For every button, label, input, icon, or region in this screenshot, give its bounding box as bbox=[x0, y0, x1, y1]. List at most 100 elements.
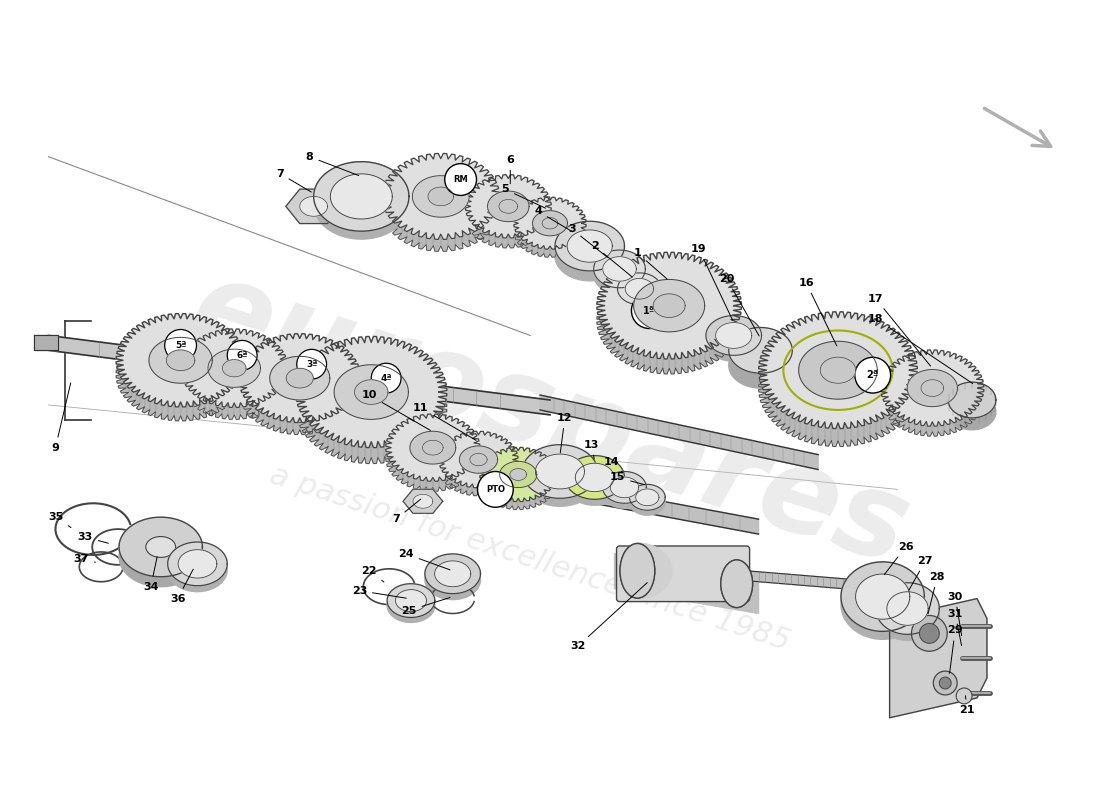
Polygon shape bbox=[34, 335, 58, 350]
Text: 4: 4 bbox=[535, 206, 572, 232]
Polygon shape bbox=[470, 454, 487, 466]
Polygon shape bbox=[396, 452, 759, 534]
Polygon shape bbox=[634, 279, 705, 332]
Polygon shape bbox=[300, 197, 328, 216]
Polygon shape bbox=[706, 315, 761, 355]
Polygon shape bbox=[314, 170, 409, 239]
Text: 12: 12 bbox=[557, 413, 573, 453]
Polygon shape bbox=[637, 543, 672, 598]
Polygon shape bbox=[729, 327, 792, 373]
Circle shape bbox=[228, 341, 257, 370]
Text: 34: 34 bbox=[143, 557, 158, 592]
Polygon shape bbox=[716, 322, 751, 348]
Polygon shape bbox=[876, 589, 939, 640]
Text: 1ª: 1ª bbox=[644, 306, 656, 316]
Polygon shape bbox=[597, 252, 741, 359]
Polygon shape bbox=[382, 166, 499, 251]
Text: 29: 29 bbox=[947, 626, 962, 674]
Polygon shape bbox=[799, 342, 878, 399]
Polygon shape bbox=[434, 561, 471, 586]
Polygon shape bbox=[629, 485, 666, 510]
Polygon shape bbox=[48, 335, 550, 415]
Ellipse shape bbox=[620, 543, 654, 598]
Polygon shape bbox=[167, 542, 228, 586]
Polygon shape bbox=[617, 273, 661, 305]
Circle shape bbox=[297, 350, 327, 379]
Polygon shape bbox=[948, 394, 996, 430]
Polygon shape bbox=[208, 349, 261, 387]
Polygon shape bbox=[887, 592, 928, 626]
Polygon shape bbox=[117, 314, 245, 407]
Text: 21: 21 bbox=[959, 696, 975, 715]
Text: 17: 17 bbox=[868, 294, 931, 366]
Polygon shape bbox=[422, 440, 443, 455]
Text: 3ª: 3ª bbox=[306, 360, 318, 369]
Text: 4ª: 4ª bbox=[381, 374, 392, 382]
Text: 25: 25 bbox=[402, 598, 450, 615]
Polygon shape bbox=[354, 380, 388, 404]
Polygon shape bbox=[222, 360, 246, 377]
Polygon shape bbox=[487, 191, 529, 222]
Polygon shape bbox=[286, 189, 341, 223]
Polygon shape bbox=[747, 571, 868, 590]
Polygon shape bbox=[180, 341, 288, 419]
Polygon shape bbox=[510, 469, 527, 480]
Text: 16: 16 bbox=[799, 278, 837, 346]
Polygon shape bbox=[514, 198, 586, 250]
Ellipse shape bbox=[146, 537, 176, 558]
Polygon shape bbox=[439, 431, 518, 488]
Text: 7: 7 bbox=[276, 169, 311, 192]
Polygon shape bbox=[425, 560, 481, 600]
Text: 24: 24 bbox=[398, 549, 450, 570]
Polygon shape bbox=[597, 267, 741, 374]
Circle shape bbox=[920, 623, 939, 643]
Polygon shape bbox=[610, 477, 639, 498]
Text: 2ª: 2ª bbox=[867, 370, 879, 380]
Polygon shape bbox=[603, 471, 647, 503]
Text: 33: 33 bbox=[78, 532, 109, 543]
Polygon shape bbox=[386, 414, 480, 482]
Polygon shape bbox=[629, 490, 666, 515]
Text: 20: 20 bbox=[719, 274, 759, 336]
Polygon shape bbox=[334, 365, 408, 419]
Polygon shape bbox=[542, 218, 558, 229]
Polygon shape bbox=[617, 278, 661, 310]
Ellipse shape bbox=[720, 560, 752, 607]
Polygon shape bbox=[296, 352, 447, 463]
Polygon shape bbox=[386, 424, 480, 491]
Polygon shape bbox=[286, 368, 313, 388]
Polygon shape bbox=[532, 210, 568, 236]
Polygon shape bbox=[948, 382, 996, 418]
Text: 10: 10 bbox=[362, 390, 430, 430]
Polygon shape bbox=[480, 455, 557, 510]
Text: 26: 26 bbox=[884, 542, 913, 574]
Polygon shape bbox=[556, 231, 625, 281]
Polygon shape bbox=[499, 462, 537, 487]
Text: 7: 7 bbox=[393, 499, 420, 524]
Polygon shape bbox=[890, 598, 987, 718]
Polygon shape bbox=[575, 463, 614, 492]
Polygon shape bbox=[729, 342, 792, 388]
Polygon shape bbox=[540, 395, 818, 470]
Polygon shape bbox=[425, 554, 481, 594]
Polygon shape bbox=[759, 330, 917, 446]
Polygon shape bbox=[387, 589, 434, 622]
Text: 9: 9 bbox=[52, 383, 70, 453]
Polygon shape bbox=[565, 456, 625, 499]
Text: 35: 35 bbox=[47, 512, 72, 527]
Text: 5: 5 bbox=[502, 185, 546, 208]
Polygon shape bbox=[759, 312, 917, 429]
Polygon shape bbox=[876, 582, 939, 634]
Text: 15: 15 bbox=[609, 473, 645, 485]
Polygon shape bbox=[148, 338, 212, 383]
Polygon shape bbox=[908, 370, 957, 406]
Polygon shape bbox=[239, 334, 361, 422]
Text: 14: 14 bbox=[604, 457, 623, 473]
Circle shape bbox=[956, 688, 972, 704]
Polygon shape bbox=[403, 490, 442, 514]
Text: 11: 11 bbox=[414, 403, 476, 440]
Text: 2: 2 bbox=[591, 241, 632, 277]
Polygon shape bbox=[568, 230, 613, 262]
Text: 1: 1 bbox=[634, 248, 667, 279]
Polygon shape bbox=[856, 574, 910, 619]
